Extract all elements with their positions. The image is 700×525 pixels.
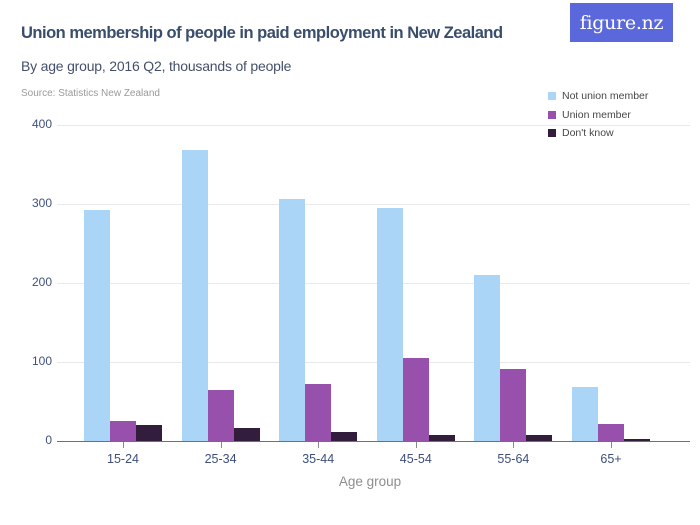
x-axis-label-35-44: 35-44 — [302, 452, 335, 466]
chart-title: Union membership of people in paid emplo… — [21, 24, 503, 42]
x-axis-label-45-54: 45-54 — [399, 452, 432, 466]
x-axis-tick-45-54 — [415, 442, 417, 448]
bar-not-union-member-45-54 — [376, 207, 403, 441]
x-axis-tick-25-34 — [220, 442, 222, 448]
x-axis-title: Age group — [338, 474, 402, 489]
x-axis-line — [57, 440, 690, 442]
gridline-y-400 — [57, 124, 690, 126]
bar-don-t-know-35-44 — [331, 432, 358, 441]
gridline-y-100 — [57, 361, 690, 363]
legend-label-dont-know: Don't know — [562, 127, 614, 139]
legend-item-dont-know: Don't know — [548, 127, 648, 139]
legend-swatch-dont-know — [548, 129, 556, 137]
bar-not-union-member-15-24 — [84, 209, 110, 441]
bar-not-union-member-55-64 — [474, 275, 501, 441]
gridline-y-300 — [57, 203, 690, 205]
bar-don-t-know-45-54 — [428, 434, 455, 441]
legend-swatch-union-member — [548, 110, 556, 119]
bar-not-union-member-35-44 — [279, 199, 306, 441]
x-axis-label-55-64: 55-64 — [497, 452, 530, 466]
y-axis-tick-label-100: 100 — [31, 354, 52, 368]
x-axis-tick-15-24 — [123, 442, 124, 448]
bar-union-member-35-44 — [305, 384, 332, 441]
bar-union-member-55-64 — [500, 369, 527, 441]
gridline-y-200 — [57, 282, 690, 284]
bar-don-t-know-55-64 — [526, 435, 553, 441]
bar-union-member-25-34 — [207, 389, 234, 441]
chart-legend: Not union member Union member Don't know — [548, 90, 648, 146]
figure-nz-logo-text: figure.nz — [579, 11, 664, 34]
y-axis-tick-label-400: 400 — [31, 117, 52, 131]
x-axis-tick-35-44 — [318, 442, 320, 448]
x-axis-tick-65plus — [611, 442, 612, 448]
source-attribution: Source: Statistics New Zealand — [21, 88, 160, 99]
bar-union-member-15-24 — [110, 421, 136, 441]
legend-label-not-union-member: Not union member — [562, 90, 649, 102]
y-axis-tick-label-0: 0 — [45, 433, 52, 447]
legend-label-union-member: Union member — [562, 108, 631, 121]
figure-nz-logo[interactable]: figure.nz — [570, 3, 673, 42]
x-axis-label-15-24: 15-24 — [107, 452, 139, 466]
y-axis-tick-label-200: 200 — [31, 275, 52, 289]
bar-not-union-member-25-34 — [181, 150, 208, 441]
bar-don-t-know-65plus — [624, 439, 650, 441]
y-axis-tick-label-300: 300 — [31, 196, 52, 210]
bar-union-member-45-54 — [402, 358, 429, 441]
bar-don-t-know-25-34 — [233, 427, 260, 441]
bar-don-t-know-15-24 — [136, 425, 162, 441]
legend-item-union-member: Union member — [548, 109, 648, 121]
x-axis-label-65plus: 65+ — [600, 452, 622, 466]
legend-item-not-union-member: Not union member — [548, 90, 648, 102]
legend-swatch-not-union-member — [548, 92, 556, 100]
x-axis-tick-55-64 — [513, 442, 515, 448]
x-axis-label-25-34: 25-34 — [204, 452, 237, 466]
bar-not-union-member-65plus — [572, 387, 598, 441]
chart-subtitle: By age group, 2016 Q2, thousands of peop… — [21, 58, 292, 74]
bar-union-member-65plus — [598, 424, 624, 441]
